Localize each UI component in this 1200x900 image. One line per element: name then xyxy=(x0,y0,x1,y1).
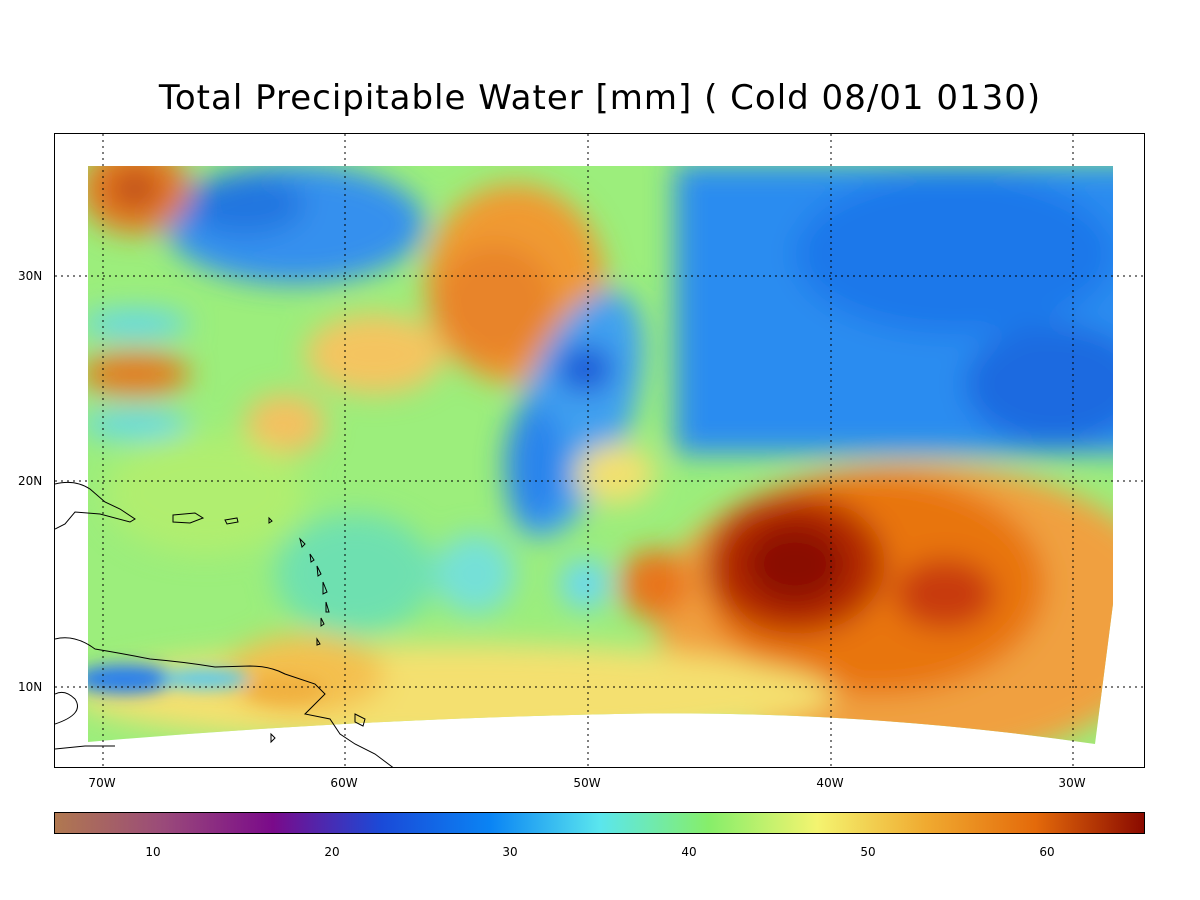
colorbar-label-40: 40 xyxy=(681,845,697,859)
lon-label-40w: 40W xyxy=(816,776,844,790)
colorbar-label-50: 50 xyxy=(860,845,876,859)
lat-label-30n: 30N xyxy=(18,269,43,283)
colorbar-label-10: 10 xyxy=(145,845,161,859)
lat-label-10n: 10N xyxy=(18,680,43,694)
lon-label-60w: 60W xyxy=(330,776,358,790)
colorbar-label-60: 60 xyxy=(1039,845,1055,859)
colorbar-label-30: 30 xyxy=(502,845,518,859)
page-title: Total Precipitable Water [mm] ( Cold 08/… xyxy=(158,78,1042,118)
colorbar-label-20: 20 xyxy=(324,845,340,859)
lon-label-70w: 70W xyxy=(88,776,116,790)
graticule xyxy=(55,134,1144,767)
colorbar xyxy=(54,812,1145,834)
coastlines xyxy=(55,481,394,767)
lon-label-30w: 30W xyxy=(1058,776,1086,790)
lat-label-20n: 20N xyxy=(18,474,43,488)
lon-label-50w: 50W xyxy=(573,776,601,790)
precipitable-water-field xyxy=(55,134,1144,767)
map-panel xyxy=(54,133,1145,768)
